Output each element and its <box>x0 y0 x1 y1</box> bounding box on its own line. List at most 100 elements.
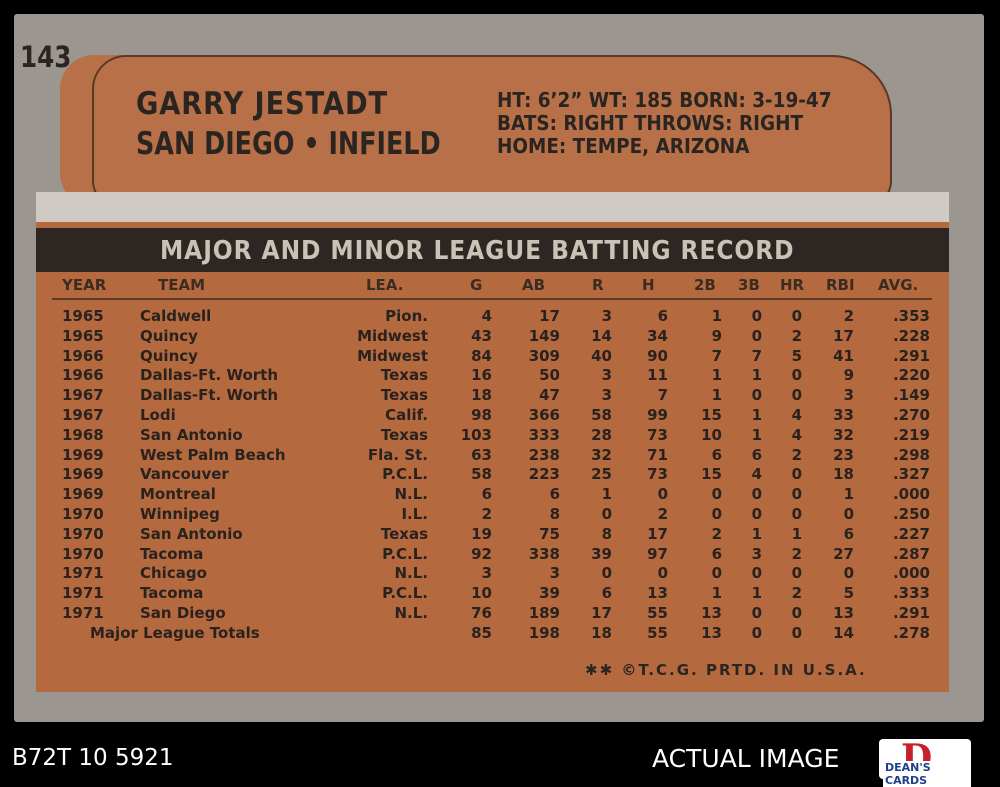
table-cell: P.C.L. <box>382 544 428 563</box>
team-position: SAN DIEGO • INFIELD <box>136 126 441 162</box>
table-row: 1970 Tacoma P.C.L. 92 338 39 97 6 3 2 27 .287 <box>0 545 1000 565</box>
table-cell: Quincy <box>140 326 198 345</box>
table-cell: 1967 <box>62 386 104 405</box>
table-cell: 9 <box>843 366 854 385</box>
table-cell: .227 <box>892 524 930 543</box>
table-cell: .327 <box>892 465 930 484</box>
table-cell: 14 <box>833 623 854 642</box>
table-cell: 19 <box>471 524 492 543</box>
totals-label: Major League Totals <box>90 623 260 642</box>
table-cell: 2 <box>791 326 802 345</box>
table-cell: 3 <box>601 386 612 405</box>
table-cell: 55 <box>647 623 668 642</box>
table-cell: 338 <box>528 544 560 563</box>
table-cell: 6 <box>843 524 854 543</box>
table-cell: 0 <box>791 623 802 642</box>
table-cell: 17 <box>539 307 560 325</box>
table-cell: 99 <box>647 406 668 424</box>
table-cell: 7 <box>657 386 668 405</box>
table-cell: 75 <box>539 524 560 543</box>
table-cell: 1 <box>751 425 762 444</box>
table-cell: 0 <box>751 386 762 405</box>
table-cell: 6 <box>601 584 612 603</box>
table-cell: 1 <box>751 366 762 385</box>
table-cell: 0 <box>751 485 762 504</box>
table-cell: 63 <box>471 445 492 464</box>
table-cell: 0 <box>711 564 722 583</box>
table-cell: .250 <box>892 505 930 523</box>
table-cell: 34 <box>647 326 668 345</box>
table-cell: Tacoma <box>140 584 204 603</box>
table-cell: 0 <box>711 485 722 504</box>
table-cell: 27 <box>833 544 854 563</box>
table-cell: 223 <box>528 465 560 484</box>
table-cell: 0 <box>601 505 612 523</box>
table-cell: .291 <box>892 604 930 622</box>
column-header: AVG. <box>878 276 919 294</box>
table-cell: 17 <box>591 604 612 622</box>
table-cell: 5 <box>843 584 854 603</box>
table-row: 1967 Lodi Calif. 98 366 58 99 15 1 4 33 .270 <box>0 406 1000 426</box>
table-cell: 333 <box>528 425 560 444</box>
name-plate <box>92 55 892 207</box>
table-cell: .228 <box>892 326 930 345</box>
player-name: GARRY JESTADT <box>136 86 389 122</box>
table-cell: 58 <box>471 465 492 484</box>
table-cell: 47 <box>539 386 560 405</box>
table-cell: 3 <box>751 544 762 563</box>
stats-table-background <box>36 222 949 692</box>
bio-line-3: HOME: TEMPE, ARIZONA <box>497 134 750 158</box>
table-row: 1968 San Antonio Texas 103 333 28 73 10 1 4 32 .219 <box>0 426 1000 446</box>
table-cell: 71 <box>647 445 668 464</box>
table-cell: San Antonio <box>140 524 243 543</box>
table-cell: 2 <box>791 445 802 464</box>
table-cell: 1966 <box>62 346 104 365</box>
table-cell: 1 <box>751 584 762 603</box>
table-row: 1970 San Antonio Texas 19 75 8 17 2 1 1 6 .227 <box>0 525 1000 545</box>
table-cell: 2 <box>843 307 854 325</box>
table-cell: 73 <box>647 465 668 484</box>
table-cell: 25 <box>591 465 612 484</box>
table-cell: Dallas-Ft. Worth <box>140 366 279 385</box>
card-number: 143 <box>20 40 72 74</box>
bio-line-2: BATS: RIGHT THROWS: RIGHT <box>497 111 804 135</box>
table-cell: 0 <box>791 564 802 583</box>
table-cell: 4 <box>481 307 492 325</box>
table-cell: 1 <box>791 524 802 543</box>
table-cell: Winnipeg <box>140 505 220 523</box>
table-cell: 3 <box>601 366 612 385</box>
table-cell: 4 <box>751 465 762 484</box>
table-row: 1965 Quincy Midwest 43 149 14 34 9 0 2 17 .228 <box>0 327 1000 347</box>
table-cell: 6 <box>657 307 668 325</box>
table-cell: 84 <box>471 346 492 365</box>
table-cell: P.C.L. <box>382 584 428 603</box>
column-header: LEA. <box>366 276 404 294</box>
table-cell: 0 <box>711 505 722 523</box>
logo-text: DEAN'S CARDS <box>883 761 971 787</box>
table-cell: 39 <box>539 584 560 603</box>
table-cell: Texas <box>380 524 428 543</box>
table-cell: Quincy <box>140 346 198 365</box>
table-cell: 1968 <box>62 425 104 444</box>
table-cell: 32 <box>833 425 854 444</box>
table-cell: 1 <box>601 485 612 504</box>
table-cell: 0 <box>657 564 668 583</box>
table-cell: 11 <box>647 366 668 385</box>
table-cell: Vancouver <box>140 465 229 484</box>
table-cell: 3 <box>481 564 492 583</box>
table-cell: 1965 <box>62 307 104 325</box>
table-cell: 5 <box>791 346 802 365</box>
table-cell: 0 <box>843 564 854 583</box>
table-cell: 0 <box>791 465 802 484</box>
table-cell: .333 <box>892 584 930 603</box>
table-cell: 4 <box>791 425 802 444</box>
column-header: AB <box>522 276 546 294</box>
table-cell: 2 <box>657 505 668 523</box>
table-cell: 16 <box>471 366 492 385</box>
table-cell: N.L. <box>394 564 428 583</box>
table-row: 1966 Dallas-Ft. Worth Texas 16 50 3 11 1 1 0 9.220 <box>0 366 1000 386</box>
table-cell: 1 <box>711 386 722 405</box>
column-header: H <box>642 276 655 294</box>
table-cell: Caldwell <box>140 307 212 325</box>
table-cell: 13 <box>833 604 854 622</box>
